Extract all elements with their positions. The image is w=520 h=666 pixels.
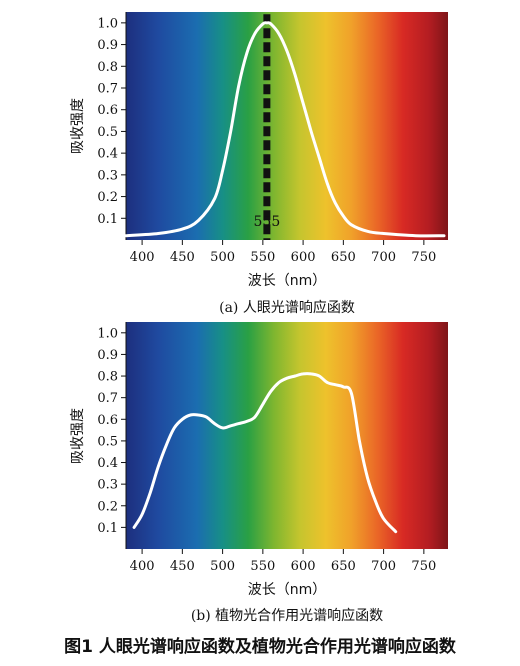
panel-b-y-tick-label: 0.9: [97, 348, 118, 363]
panel-a-x-axis-label: 波长（nm）: [248, 273, 327, 289]
panel-b-subcaption: (b) 植物光合作用光谱响应函数: [191, 607, 383, 624]
panel-a-x-tick-label: 750: [411, 250, 436, 265]
panel-a-y-tick-label: 0.5: [97, 125, 118, 140]
panel-b-x-tick-label: 650: [331, 559, 356, 574]
panel-b-x-tick-label: 400: [130, 559, 155, 574]
panel-b-x-tick-label: 700: [371, 559, 396, 574]
panel-b-y-tick-label: 0.1: [97, 521, 118, 536]
panel-b-x-axis-label: 波长（nm）: [248, 582, 327, 598]
panel-a-y-tick-label: 0.6: [97, 103, 118, 118]
panel-b-x-tick-label: 500: [210, 559, 235, 574]
panel-a-x-tick-label: 600: [291, 250, 316, 265]
panel-a-spectrum-background: [126, 12, 448, 240]
panel-b-x-ticks: 400 450 500 550 600 650 700 750: [130, 549, 436, 574]
panel-a-y-tick-label: 0.1: [97, 212, 118, 227]
panel-a-x-tick-label: 650: [331, 250, 356, 265]
panel-b: 0.1 0.2 0.3 0.4 0.5 0.6 0.7 0.8 0.9 1.0 400 450 500…: [70, 322, 448, 624]
panel-b-spectrum-background: [126, 322, 448, 549]
panel-b-y-tick-label: 0.5: [97, 434, 118, 449]
panel-a: 0.1 0.2 0.3 0.4 0.5 0.6 0.7 0.8 0.9 1.0 400 450 500…: [70, 12, 448, 316]
panel-a-y-tick-label: 0.3: [97, 168, 118, 183]
panel-a-x-tick-label: 500: [210, 250, 235, 265]
panel-a-y-tick-label: 0.7: [97, 82, 118, 97]
panel-a-x-tick-label: 400: [130, 250, 155, 265]
panel-b-y-tick-label: 0.4: [97, 456, 118, 471]
panel-a-y-tick-label: 0.2: [97, 190, 118, 205]
panel-b-y-axis-label: 吸收强度: [70, 408, 86, 464]
panel-b-x-tick-label: 600: [291, 559, 316, 574]
figure-caption: 图1 人眼光谱响应函数及植物光合作用光谱响应函数: [64, 636, 457, 657]
panel-b-y-ticks: 0.1 0.2 0.3 0.4 0.5 0.6 0.7 0.8 0.9 1.0: [97, 322, 127, 549]
panel-b-y-tick-label: 0.3: [97, 478, 118, 493]
panel-b-series-line: [132, 372, 398, 534]
panel-b-x-tick-label: 750: [411, 559, 436, 574]
panel-b-y-tick-label: 1.0: [97, 326, 118, 341]
panel-a-series-line: [124, 21, 446, 238]
panel-a-x-tick-label: 450: [170, 250, 195, 265]
panel-a-y-tick-label: 0.9: [97, 38, 118, 53]
panel-a-peak-label: 555: [254, 214, 281, 230]
panel-a-y-ticks: 0.1 0.2 0.3 0.4 0.5 0.6 0.7 0.8 0.9 1.0: [97, 12, 127, 240]
panel-b-y-tick-label: 0.7: [97, 391, 118, 406]
panel-b-x-tick-label: 450: [170, 559, 195, 574]
panel-a-x-tick-label: 550: [250, 250, 275, 265]
panel-a-x-ticks: 400 450 500 550 600 650 700 750: [130, 240, 436, 265]
panel-a-y-tick-label: 1.0: [97, 16, 118, 31]
panel-a-x-tick-label: 700: [371, 250, 396, 265]
panel-a-y-axis-label: 吸收强度: [70, 98, 86, 154]
panel-a-y-tick-label: 0.8: [97, 60, 118, 75]
panel-a-y-tick-label: 0.4: [97, 147, 118, 162]
panel-b-y-tick-label: 0.2: [97, 499, 118, 514]
panel-b-y-tick-label: 0.8: [97, 370, 118, 385]
panel-b-x-tick-label: 550: [250, 559, 275, 574]
panel-b-y-tick-label: 0.6: [97, 413, 118, 428]
panel-a-subcaption: (a) 人眼光谱响应函数: [219, 299, 355, 316]
